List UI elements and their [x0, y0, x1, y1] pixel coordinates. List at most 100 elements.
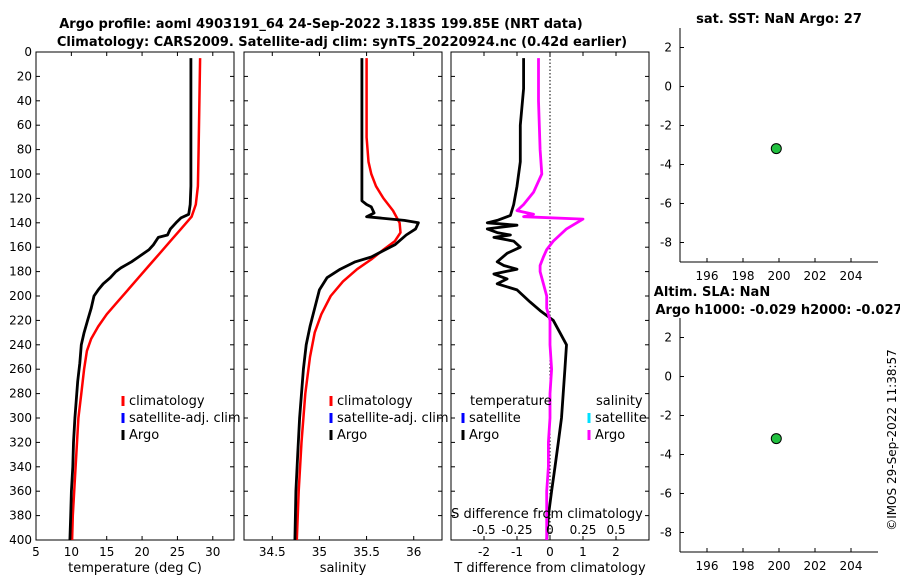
temperature-legend-header: temperature: [470, 394, 552, 409]
temperature-profile-panel: 0 20 40 60 80 100 120 140 160 180 200 220 240 260 280 3…: [9, 45, 241, 576]
timestamp: ©IMOS 29-Sep-2022 11:38:57: [885, 349, 899, 531]
temperature-xtick-label: 25: [170, 545, 185, 559]
depth-tick-label: 260: [9, 362, 32, 376]
salinity-difference-tick-label: -0.25: [501, 523, 532, 537]
temperature-xlabel: temperature (deg C): [68, 561, 202, 576]
depth-tick-label: 360: [9, 484, 32, 498]
depth-tick-label: 280: [9, 387, 32, 401]
depth-tick-label: 340: [9, 460, 32, 474]
depth-tick-label: 240: [9, 338, 32, 352]
depth-tick-label: 380: [9, 509, 32, 523]
salinity-difference-axis-label: S difference from climatology: [451, 507, 643, 522]
temperature-legend-label: satellite-adj. clim: [129, 411, 241, 426]
salinity-series-argo: [293, 58, 420, 541]
sst-panel-title: sat. SST: NaN Argo: 27: [696, 12, 862, 27]
differences-xtick-label: -2: [478, 545, 490, 559]
salinity-xlabel: salinity: [320, 561, 367, 576]
depth-tick-label: 80: [17, 143, 32, 157]
salinity-xtick-label: 35: [312, 545, 327, 559]
depth-tick-label: 200: [9, 289, 32, 303]
depth-tick-label: 120: [9, 191, 32, 205]
salinity-legend-label: Argo: [337, 428, 367, 443]
temperature-xtick-label: 15: [99, 545, 114, 559]
sla-panel-title: Altim. SLA: NaN: [654, 285, 770, 300]
altim_sla-xtick-label: 204: [840, 559, 863, 573]
altim_sla-xtick-label: 198: [732, 559, 755, 573]
temperature-xtick-label: 5: [32, 545, 40, 559]
sat_sst-ytick-label: 0: [664, 80, 672, 94]
depth-tick-label: 100: [9, 167, 32, 181]
salinity-difference-tick-label: 0.25: [570, 523, 597, 537]
temperature-series-climatology: [70, 58, 202, 541]
depth-tick-label: 60: [17, 118, 32, 132]
sst-map-panel: 2 0 -2 -4 -6 -8 196 198 200 202 204 sat. SST: NaN A…: [660, 12, 878, 283]
depth-tick-label: 160: [9, 240, 32, 254]
salinity-difference-line: [515, 58, 585, 540]
salinity-difference-legend-label: satellite: [595, 411, 647, 426]
differences-xtick-label: 2: [612, 545, 620, 559]
salinity-legend-label: climatology: [337, 394, 413, 409]
altim_sla-ytick-label: -6: [660, 487, 672, 501]
temperature-xtick-label: 30: [205, 545, 220, 559]
altim_sla-xtick-label: 202: [804, 559, 827, 573]
argo-location-marker: [770, 143, 782, 155]
sat_sst-ytick-label: -2: [660, 119, 672, 133]
depth-tick-label: 40: [17, 94, 32, 108]
altim_sla-ytick-label: 2: [664, 331, 672, 345]
salinity-difference-tick-label: 0.5: [606, 523, 625, 537]
sat_sst-xtick-label: 202: [804, 269, 827, 283]
salinity-xtick-label: 36: [406, 545, 421, 559]
differences-xtick-label: -1: [511, 545, 523, 559]
temperature-legend-label: climatology: [129, 394, 205, 409]
sla-map-panel: 2 0 -2 -4 -6 -8 196 198 200 202 204 Altim. SLA: NaN…: [654, 285, 900, 573]
sat_sst-xtick-label: 204: [840, 269, 863, 283]
salinity-legend-header: salinity: [596, 394, 643, 409]
depth-tick-label: 300: [9, 411, 32, 425]
salinity-xtick-label: 34.5: [259, 545, 286, 559]
figure-title-line-1: Argo profile: aoml 4903191_64 24-Sep-202…: [59, 17, 583, 32]
difference-profile-panel: -2 -1 0 1 2 T difference from climatology S di…: [450, 51, 650, 576]
altim_sla-ytick-label: 0: [664, 370, 672, 384]
sat_sst-xtick-label: 196: [696, 269, 719, 283]
salinity-difference-tick-label: 0: [546, 523, 554, 537]
altim_sla-xtick-label: 196: [696, 559, 719, 573]
temperature-difference-line: [485, 58, 568, 541]
sat_sst-ytick-label: -6: [660, 197, 672, 211]
depth-tick-label: 140: [9, 216, 32, 230]
temperature-difference-legend-label: satellite: [469, 411, 521, 426]
figure-title-line-2: Climatology: CARS2009. Satellite-adj cli…: [57, 35, 627, 50]
altim_sla-ytick-label: -8: [660, 526, 672, 540]
sat_sst-xtick-label: 198: [732, 269, 755, 283]
sat_sst-ytick-label: 2: [664, 41, 672, 55]
temperature-difference-legend-label: Argo: [469, 428, 499, 443]
altim_sla-ytick-label: -2: [660, 409, 672, 423]
differences-xtick-label: 1: [579, 545, 587, 559]
sat_sst-ytick-label: -8: [660, 236, 672, 250]
depth-tick-label: 0: [24, 45, 32, 59]
temperature-axes-frame: [35, 51, 235, 541]
depth-tick-label: 180: [9, 265, 32, 279]
salinity-profile-panel: 34.5 35 35.5 36 salinity climatology satellite…: [243, 51, 449, 576]
sla-panel-subtitle: Argo h1000: -0.029 h2000: -0.027: [655, 303, 900, 318]
temperature-legend-label: Argo: [129, 428, 159, 443]
temperature-series-argo: [68, 58, 193, 541]
salinity-difference-legend-label: Argo: [595, 428, 625, 443]
sat_sst-xtick-label: 200: [768, 269, 791, 283]
depth-tick-label: 220: [9, 313, 32, 327]
depth-tick-label: 400: [9, 533, 32, 547]
differences-xlabel: T difference from climatology: [453, 561, 646, 576]
temperature-xtick-label: 10: [64, 545, 79, 559]
sat_sst-ytick-label: -4: [660, 158, 672, 172]
altim_sla-ytick-label: -4: [660, 448, 672, 462]
differences-axes-frame: [450, 51, 650, 541]
temperature-xtick-label: 20: [134, 545, 149, 559]
depth-tick-label: 20: [17, 69, 32, 83]
depth-tick-label: 320: [9, 435, 32, 449]
salinity-axes-frame: [243, 51, 443, 541]
salinity-xtick-label: 35.5: [353, 545, 380, 559]
altim_sla-xtick-label: 200: [768, 559, 791, 573]
argo-location-marker: [770, 433, 782, 445]
salinity-difference-tick-label: -0.5: [472, 523, 495, 537]
salinity-legend-label: satellite-adj. clim: [337, 411, 449, 426]
